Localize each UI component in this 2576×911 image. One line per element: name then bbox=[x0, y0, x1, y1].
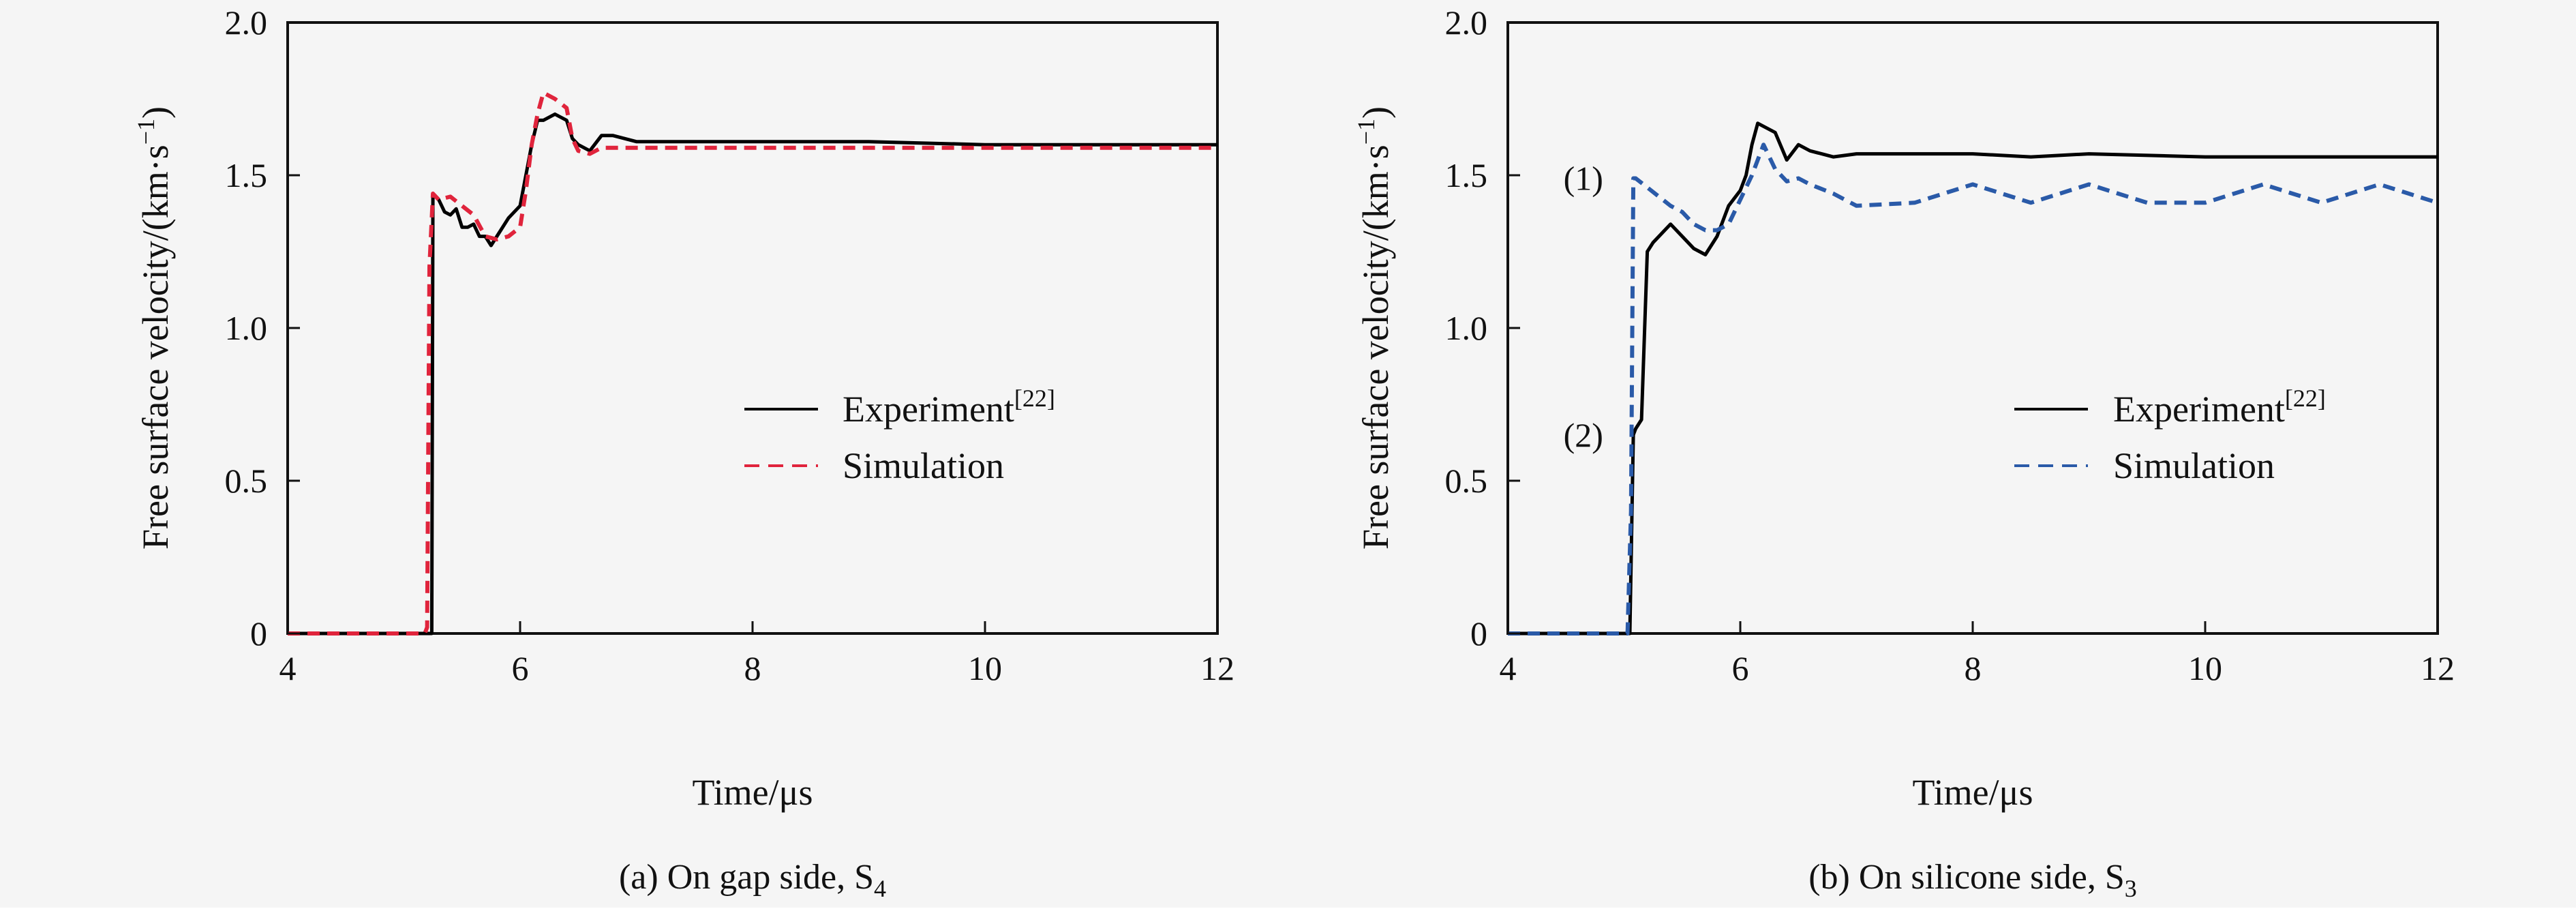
panel-a-x-ticks: 4 6 8 10 12 bbox=[279, 621, 1234, 687]
panel-a-y-tick-label: 1.5 bbox=[225, 156, 268, 194]
panel-b-legend-label-experiment: Experiment[22] bbox=[2113, 385, 2326, 430]
panel-a-legend-label-experiment: Experiment[22] bbox=[843, 385, 1055, 430]
panel-b-y-tick-label: 2.0 bbox=[1445, 3, 1488, 42]
panel-a-y-tick-label: 0 bbox=[250, 614, 267, 653]
panel-a-x-tick-label: 6 bbox=[512, 649, 529, 687]
panel-b-x-tick-label: 6 bbox=[1732, 649, 1749, 687]
panel-b-y-axis-label: Free surface velocity/(km·s−1) bbox=[1352, 106, 1396, 550]
panel-b-series-experiment bbox=[1508, 121, 2438, 636]
panel-b-x-ticks: 4 6 8 10 12 bbox=[1500, 621, 2455, 687]
panel-b-annotation-label: (1) bbox=[1564, 159, 1603, 197]
panel-b-x-tick-label: 12 bbox=[2421, 649, 2455, 687]
panel-b-caption: (b) On silicone side, S3 bbox=[1808, 858, 2137, 902]
panel-b-y-tick-label: 1.0 bbox=[1445, 309, 1488, 347]
panel-a-y-axis-label: Free surface velocity/(km·s−1) bbox=[132, 106, 176, 550]
panel-b: 4 6 8 10 12 0 0.5 1.0 1.5 2.0 (1) (2) Time/μs Fre… bbox=[1352, 3, 2455, 902]
panel-b-y-tick-label: 0 bbox=[1470, 614, 1487, 653]
panel-a-series-simulation bbox=[288, 91, 1217, 636]
panel-a-x-tick-label: 12 bbox=[1200, 649, 1234, 687]
panel-b-x-tick-label: 4 bbox=[1500, 649, 1517, 687]
panel-a-x-axis-label: Time/μs bbox=[692, 772, 813, 813]
panel-b-annotation-label: (2) bbox=[1564, 416, 1603, 454]
panel-a-series bbox=[288, 91, 1217, 636]
panel-b-series-simulation bbox=[1508, 143, 2438, 636]
panel-a-y-ticks: 0 0.5 1.0 1.5 2.0 bbox=[225, 3, 300, 653]
panel-a-y-tick-label: 2.0 bbox=[225, 3, 268, 42]
panel-a-legend: Experiment[22] Simulation bbox=[744, 385, 1055, 486]
panel-b-series bbox=[1508, 121, 2438, 636]
panel-b-x-tick-label: 8 bbox=[1965, 649, 1982, 687]
panel-b-x-axis-label: Time/μs bbox=[1912, 772, 2033, 813]
panel-a-y-tick-label: 1.0 bbox=[225, 309, 268, 347]
panel-b-legend: Experiment[22] Simulation bbox=[2014, 385, 2326, 486]
panel-a-x-tick-label: 10 bbox=[968, 649, 1002, 687]
panel-a-x-tick-label: 8 bbox=[744, 649, 761, 687]
panel-a-legend-label-simulation: Simulation bbox=[843, 445, 1004, 486]
panel-a-y-tick-label: 0.5 bbox=[225, 462, 268, 500]
panel-b-annotations: (1) (2) bbox=[1564, 159, 1603, 453]
panel-b-legend-label-simulation: Simulation bbox=[2113, 445, 2275, 486]
panel-a: 4 6 8 10 12 0 0.5 1.0 1.5 2.0 Time/μs Free surfa… bbox=[132, 3, 1234, 902]
panel-b-y-tick-label: 1.5 bbox=[1445, 156, 1488, 194]
panel-b-x-tick-label: 10 bbox=[2188, 649, 2222, 687]
panel-a-caption: (a) On gap side, S4 bbox=[619, 858, 886, 902]
panel-b-y-ticks: 0 0.5 1.0 1.5 2.0 bbox=[1445, 3, 1520, 653]
panel-b-y-tick-label: 0.5 bbox=[1445, 462, 1488, 500]
panel-a-x-tick-label: 4 bbox=[279, 649, 297, 687]
